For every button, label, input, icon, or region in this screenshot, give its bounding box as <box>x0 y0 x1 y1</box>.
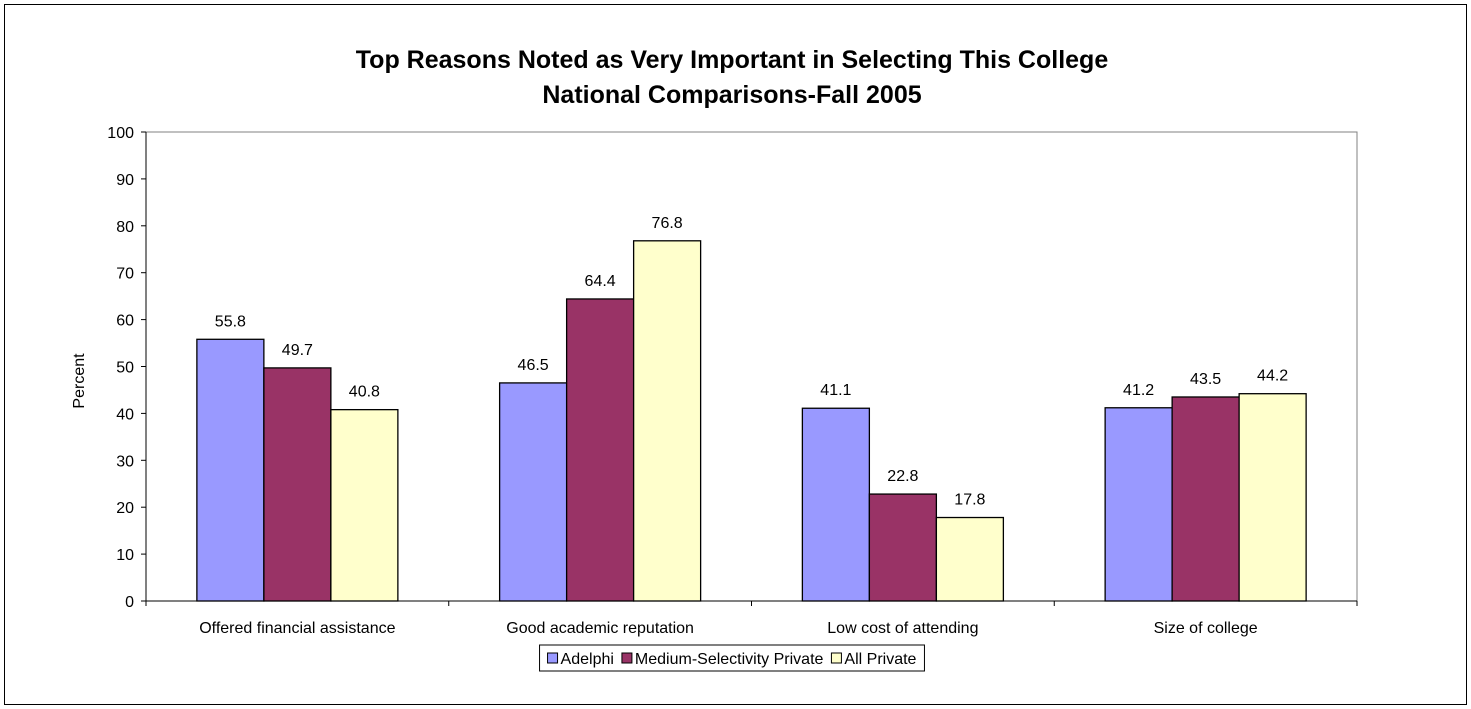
chart-frame: Top Reasons Noted as Very Important in S… <box>4 4 1467 705</box>
y-tick-label: 90 <box>116 172 134 189</box>
y-tick-label: 50 <box>116 360 134 377</box>
legend-swatch <box>547 652 559 664</box>
bar-all-private <box>1238 393 1307 602</box>
legend-label: All Private <box>844 651 916 668</box>
y-tick-label: 30 <box>116 453 134 470</box>
bar-adelphi <box>801 407 871 602</box>
legend-swatch <box>621 652 633 664</box>
data-label: 17.8 <box>954 492 985 509</box>
y-tick-label: 100 <box>107 125 134 142</box>
data-label: 64.4 <box>585 273 616 290</box>
bar-medium-selectivity-private <box>868 493 938 602</box>
bar-medium-selectivity-private <box>565 298 635 602</box>
bar-all-private <box>330 408 399 602</box>
bar-adelphi <box>196 338 265 602</box>
data-label: 44.2 <box>1257 368 1288 385</box>
y-tick-label: 10 <box>116 547 134 564</box>
legend-box <box>539 644 925 672</box>
bar-medium-selectivity-private <box>1171 396 1240 602</box>
data-label: 43.5 <box>1190 371 1221 388</box>
legend-label: Adelphi <box>561 651 614 668</box>
bar-all-private <box>632 240 702 602</box>
x-tick-label: Good academic reputation <box>506 620 694 637</box>
legend: Adelphi Medium-Selectivity Private All Pri… <box>539 644 925 672</box>
chart-subtitle: National Comparisons-Fall 2005 <box>542 81 921 109</box>
data-label: 55.8 <box>215 313 246 330</box>
y-tick-label: 60 <box>116 313 134 330</box>
legend-swatch <box>830 652 842 664</box>
data-label: 76.8 <box>652 215 683 232</box>
plot-area: 0 10 20 30 40 50 60 70 80 90 100 55.8 49.7 40.8 Offere… <box>107 125 1358 637</box>
data-label: 49.7 <box>282 342 313 359</box>
bar-chart: Top Reasons Noted as Very Important in S… <box>71 46 1358 672</box>
chart-title: Top Reasons Noted as Very Important in S… <box>356 46 1109 74</box>
y-tick-label: 70 <box>116 266 134 283</box>
data-label: 41.2 <box>1123 382 1154 399</box>
bar-adelphi <box>1104 407 1173 602</box>
bar-medium-selectivity-private <box>263 367 332 602</box>
bar-adelphi <box>498 382 568 602</box>
bar-all-private <box>935 516 1005 602</box>
y-tick-label: 40 <box>116 406 134 423</box>
x-tick-label: Size of college <box>1154 620 1258 637</box>
y-tick-label: 80 <box>116 219 134 236</box>
data-label: 41.1 <box>820 382 851 399</box>
y-axis-title: Percent <box>71 353 88 409</box>
y-tick-label: 20 <box>116 500 134 517</box>
x-tick-label: Low cost of attending <box>827 620 978 637</box>
data-label: 22.8 <box>887 468 918 485</box>
y-tick-label: 0 <box>125 594 134 611</box>
data-label: 40.8 <box>349 384 380 401</box>
data-label: 46.5 <box>518 357 549 374</box>
legend-label: Medium-Selectivity Private <box>635 651 824 668</box>
x-tick-label: Offered financial assistance <box>199 620 395 637</box>
